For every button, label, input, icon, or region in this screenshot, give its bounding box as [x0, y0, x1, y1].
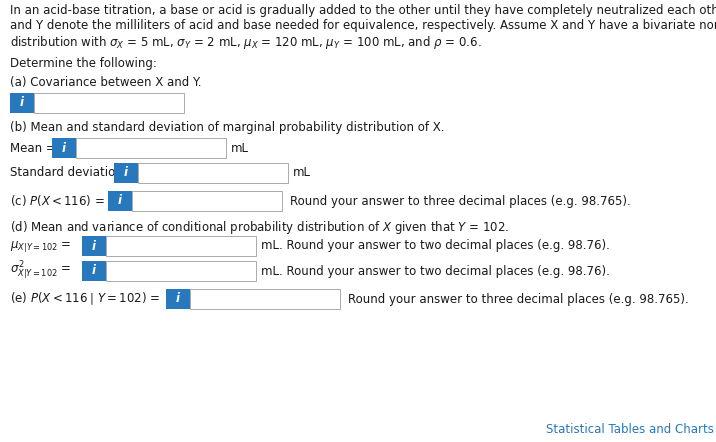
Text: i: i	[92, 264, 96, 278]
Text: i: i	[92, 240, 96, 252]
FancyBboxPatch shape	[106, 261, 256, 281]
Text: i: i	[124, 167, 128, 179]
Text: Round your answer to three decimal places (e.g. 98.765).: Round your answer to three decimal place…	[348, 293, 689, 305]
FancyBboxPatch shape	[108, 191, 132, 211]
Text: mL. Round your answer to two decimal places (e.g. 98.76).: mL. Round your answer to two decimal pla…	[261, 264, 610, 278]
FancyBboxPatch shape	[82, 261, 106, 281]
Text: mL: mL	[293, 167, 311, 179]
FancyBboxPatch shape	[114, 163, 138, 183]
FancyBboxPatch shape	[82, 236, 106, 256]
Text: (a) Covariance between X and Y.: (a) Covariance between X and Y.	[10, 76, 201, 89]
Text: Mean =: Mean =	[10, 141, 59, 155]
Text: i: i	[176, 293, 180, 305]
Text: and Y denote the milliliters of acid and base needed for equivalence, respective: and Y denote the milliliters of acid and…	[10, 19, 716, 32]
Text: mL: mL	[231, 141, 249, 155]
Text: $\sigma^2_{X|Y=102}$ =: $\sigma^2_{X|Y=102}$ =	[10, 260, 72, 282]
Text: (b) Mean and standard deviation of marginal probability distribution of X.: (b) Mean and standard deviation of margi…	[10, 121, 445, 134]
FancyBboxPatch shape	[106, 236, 256, 256]
FancyBboxPatch shape	[190, 289, 340, 309]
Text: i: i	[20, 96, 24, 110]
Text: $\mu_{X|Y=102}$ =: $\mu_{X|Y=102}$ =	[10, 239, 73, 254]
Text: i: i	[62, 141, 66, 155]
FancyBboxPatch shape	[132, 191, 282, 211]
Text: (d) Mean and variance of conditional probability distribution of $X$ given that : (d) Mean and variance of conditional pro…	[10, 219, 509, 236]
FancyBboxPatch shape	[34, 93, 184, 113]
Text: distribution with $\sigma_X$ = 5 mL, $\sigma_Y$ = 2 mL, $\mu_X$ = 120 mL, $\mu_Y: distribution with $\sigma_X$ = 5 mL, $\s…	[10, 34, 482, 51]
Text: Standard deviation =: Standard deviation =	[10, 167, 140, 179]
FancyBboxPatch shape	[76, 138, 226, 158]
FancyBboxPatch shape	[52, 138, 76, 158]
Text: i: i	[118, 194, 122, 207]
Text: In an acid-base titration, a base or acid is gradually added to the other until : In an acid-base titration, a base or aci…	[10, 4, 716, 17]
Text: Determine the following:: Determine the following:	[10, 57, 157, 70]
Text: Round your answer to three decimal places (e.g. 98.765).: Round your answer to three decimal place…	[290, 194, 631, 207]
Text: Statistical Tables and Charts: Statistical Tables and Charts	[546, 423, 714, 436]
Text: (e) $P(X < 116 \mid Y = 102)$ =: (e) $P(X < 116 \mid Y = 102)$ =	[10, 291, 161, 307]
FancyBboxPatch shape	[166, 289, 190, 309]
Text: mL. Round your answer to two decimal places (e.g. 98.76).: mL. Round your answer to two decimal pla…	[261, 240, 610, 252]
Text: (c) $P(X < 116)$ =: (c) $P(X < 116)$ =	[10, 194, 106, 209]
FancyBboxPatch shape	[138, 163, 288, 183]
FancyBboxPatch shape	[10, 93, 34, 113]
